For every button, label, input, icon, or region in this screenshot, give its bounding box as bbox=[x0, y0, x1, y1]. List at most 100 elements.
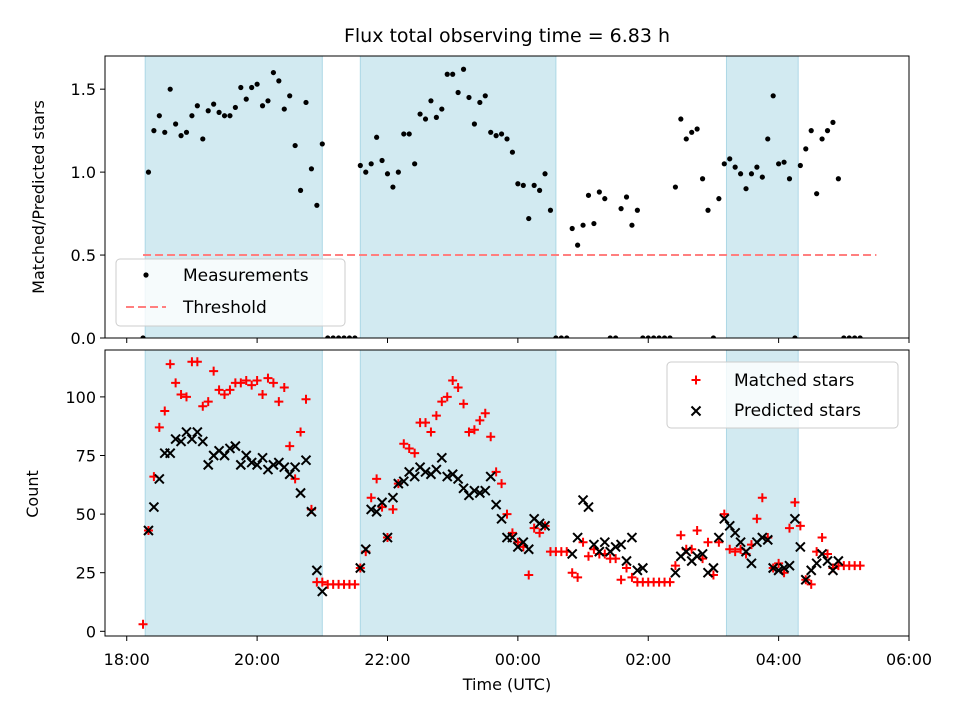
matched-star-point bbox=[469, 425, 479, 435]
predicted-star-point bbox=[566, 548, 578, 560]
measurement-point bbox=[406, 131, 412, 137]
measurement-point bbox=[488, 129, 494, 135]
measurement-point bbox=[384, 171, 391, 177]
predicted-star-point bbox=[279, 462, 290, 473]
bottom-y-axis-label: Count bbox=[23, 470, 42, 518]
predicted-star-point bbox=[637, 562, 649, 574]
predicted-star-point bbox=[806, 565, 817, 576]
measurement-point bbox=[254, 81, 260, 87]
measurement-point bbox=[259, 103, 266, 109]
predicted-star-point bbox=[691, 551, 703, 562]
predicted-star-point bbox=[393, 478, 404, 489]
matched-star-point bbox=[567, 568, 577, 578]
matched-star-point bbox=[448, 375, 458, 385]
matched-star-point bbox=[616, 575, 626, 585]
matched-star-point bbox=[268, 378, 278, 388]
measurement-point bbox=[243, 96, 249, 102]
legend-box bbox=[115, 258, 346, 327]
matched-star-point bbox=[627, 572, 637, 582]
measurement-point bbox=[498, 131, 505, 137]
predicted-star-point bbox=[496, 513, 507, 524]
measurement-point bbox=[699, 176, 706, 182]
predicted-star-point bbox=[452, 473, 464, 485]
matched-star-point bbox=[214, 385, 224, 395]
predicted-star-point bbox=[203, 459, 214, 471]
measurement-point bbox=[536, 187, 543, 193]
measurement-point bbox=[640, 335, 646, 338]
matched-star-point bbox=[372, 474, 382, 484]
measurement-point bbox=[270, 69, 277, 76]
measurement-point bbox=[585, 192, 592, 198]
x-tick-label: 20:00 bbox=[234, 650, 280, 669]
measurement-point bbox=[727, 156, 733, 162]
predicted-star-point bbox=[175, 436, 187, 447]
predicted-star-point bbox=[626, 532, 638, 543]
measurement-point bbox=[189, 113, 195, 119]
y-tick-label: 25 bbox=[76, 564, 96, 583]
measurement-point bbox=[390, 184, 396, 190]
predicted-star-point bbox=[257, 452, 268, 464]
measurement-point bbox=[211, 101, 217, 107]
measurement-point bbox=[216, 109, 222, 115]
matched-star-point bbox=[611, 554, 621, 564]
matched-star-point bbox=[252, 375, 262, 385]
predicted-star-point bbox=[708, 562, 719, 574]
matched-star-point bbox=[719, 509, 729, 519]
predicted-star-point bbox=[143, 525, 154, 536]
predicted-star-point bbox=[615, 539, 627, 550]
legend: Matched stars Predicted stars bbox=[666, 361, 899, 429]
measurement-point bbox=[781, 159, 787, 165]
measurement-point bbox=[330, 335, 336, 338]
matched-star-point bbox=[497, 479, 507, 489]
x-tick-label: 04:00 bbox=[756, 650, 802, 669]
matched-star-point bbox=[692, 526, 702, 536]
measurement-point bbox=[629, 222, 635, 228]
legend: Measurements Threshold bbox=[115, 258, 346, 327]
x-tick-label: 18:00 bbox=[104, 650, 150, 669]
measurement-point bbox=[151, 128, 157, 134]
matched-star-point bbox=[241, 375, 251, 385]
predicted-star-point bbox=[376, 497, 388, 508]
measurement-point bbox=[857, 335, 863, 338]
predicted-star-point bbox=[811, 558, 822, 569]
measurement-point bbox=[564, 335, 570, 338]
matched-star-point bbox=[192, 357, 202, 367]
measurement-point bbox=[743, 186, 749, 192]
matched-star-point bbox=[855, 561, 865, 571]
measurement-point bbox=[466, 94, 472, 101]
measurement-point bbox=[482, 93, 488, 99]
measurement-point bbox=[173, 121, 179, 127]
measurement-point bbox=[602, 196, 608, 202]
measurement-point bbox=[156, 113, 162, 119]
predicted-star-point bbox=[577, 494, 589, 506]
measurement-point bbox=[737, 171, 744, 177]
predicted-star-point bbox=[490, 499, 502, 510]
matched-star-point bbox=[426, 427, 436, 437]
measurement-point bbox=[450, 71, 456, 77]
predicted-star-point bbox=[317, 586, 328, 597]
measurement-point bbox=[776, 161, 782, 167]
matched-star-point bbox=[806, 579, 816, 589]
predicted-star-point bbox=[246, 457, 257, 468]
matched-star-point bbox=[676, 530, 686, 540]
predicted-star-point bbox=[572, 532, 583, 543]
measurement-point bbox=[444, 71, 450, 77]
measurement-point bbox=[167, 86, 173, 92]
matched-star-point bbox=[507, 528, 517, 538]
measurement-point bbox=[841, 335, 847, 338]
matched-star-point bbox=[258, 390, 268, 400]
measurement-point bbox=[395, 169, 401, 175]
matched-star-point bbox=[247, 380, 257, 390]
predicted-star-point bbox=[170, 433, 181, 445]
measurement-point bbox=[379, 157, 385, 164]
predicted-star-point bbox=[436, 452, 448, 464]
predicted-star-point bbox=[735, 537, 746, 548]
measurement-point bbox=[531, 182, 537, 188]
measurement-point bbox=[591, 220, 597, 227]
x-tick-label: 06:00 bbox=[886, 650, 932, 669]
measurement-point bbox=[770, 93, 776, 99]
matched-star-point bbox=[573, 572, 583, 582]
predicted-star-point bbox=[192, 426, 203, 438]
predicted-star-point bbox=[594, 546, 605, 557]
predicted-star-point bbox=[539, 520, 551, 532]
